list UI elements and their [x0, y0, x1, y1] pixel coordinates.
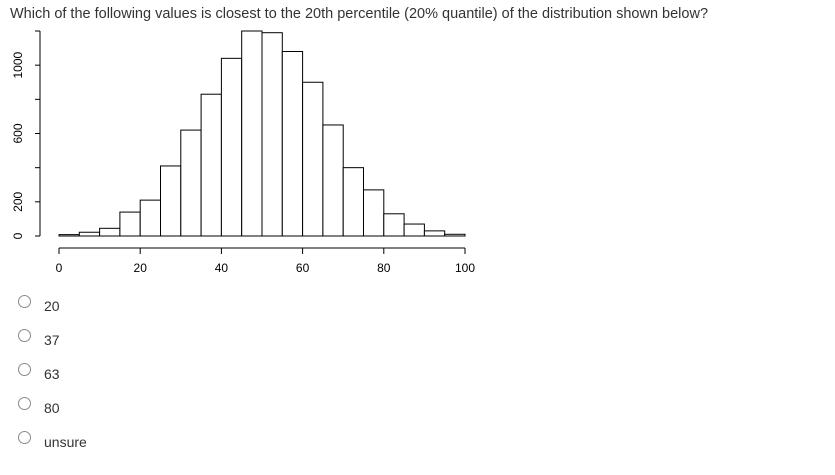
- x-tick-label: 60: [296, 261, 310, 275]
- histogram-bar: [322, 124, 344, 237]
- histogram-bar: [281, 51, 304, 237]
- option-label: 63: [44, 366, 60, 382]
- x-tick-label: 0: [56, 261, 63, 275]
- x-tick-label: 80: [377, 261, 391, 275]
- option-37[interactable]: 37: [18, 324, 60, 348]
- histogram-bar: [119, 211, 141, 237]
- histogram-bar: [139, 199, 161, 237]
- histogram-bars: [58, 30, 466, 237]
- histogram-bar: [423, 230, 446, 237]
- histogram-bar: [58, 234, 80, 237]
- y-tick-label: 600: [11, 123, 25, 143]
- option-20[interactable]: 20: [18, 290, 60, 314]
- y-tick-label: 1000: [11, 51, 25, 78]
- y-tick-label: 200: [11, 192, 25, 212]
- option-label: 37: [44, 332, 60, 348]
- option-63[interactable]: 63: [18, 358, 60, 382]
- histogram-bar: [241, 30, 263, 237]
- histogram-bar: [160, 165, 182, 237]
- histogram-bar: [261, 32, 283, 237]
- question-text: Which of the following values is closest…: [10, 6, 709, 22]
- x-tick-label: 40: [215, 261, 229, 275]
- histogram-bar: [200, 93, 222, 237]
- histogram-bar: [99, 227, 121, 237]
- y-tick-label: 0: [11, 232, 25, 239]
- radio-icon[interactable]: [18, 396, 31, 410]
- option-80[interactable]: 80: [18, 392, 60, 416]
- histogram-bar: [444, 233, 466, 237]
- option-label: 80: [44, 400, 60, 416]
- radio-icon[interactable]: [18, 328, 31, 342]
- x-tick-label: 100: [455, 261, 475, 275]
- histogram-bar: [403, 223, 425, 237]
- histogram-bar: [302, 81, 324, 237]
- x-tick-label: 20: [134, 261, 148, 275]
- histogram-bar: [342, 167, 365, 237]
- histogram-bar: [78, 231, 101, 237]
- histogram-bar: [220, 57, 243, 237]
- histogram-bar: [383, 213, 405, 237]
- option-unsure[interactable]: unsure: [18, 426, 87, 450]
- option-label: 20: [44, 298, 60, 314]
- histogram-bar: [180, 129, 202, 237]
- radio-icon[interactable]: [18, 430, 31, 444]
- histogram-bar: [363, 189, 385, 237]
- option-label: unsure: [44, 434, 87, 450]
- radio-icon[interactable]: [18, 362, 31, 376]
- radio-icon[interactable]: [18, 294, 31, 308]
